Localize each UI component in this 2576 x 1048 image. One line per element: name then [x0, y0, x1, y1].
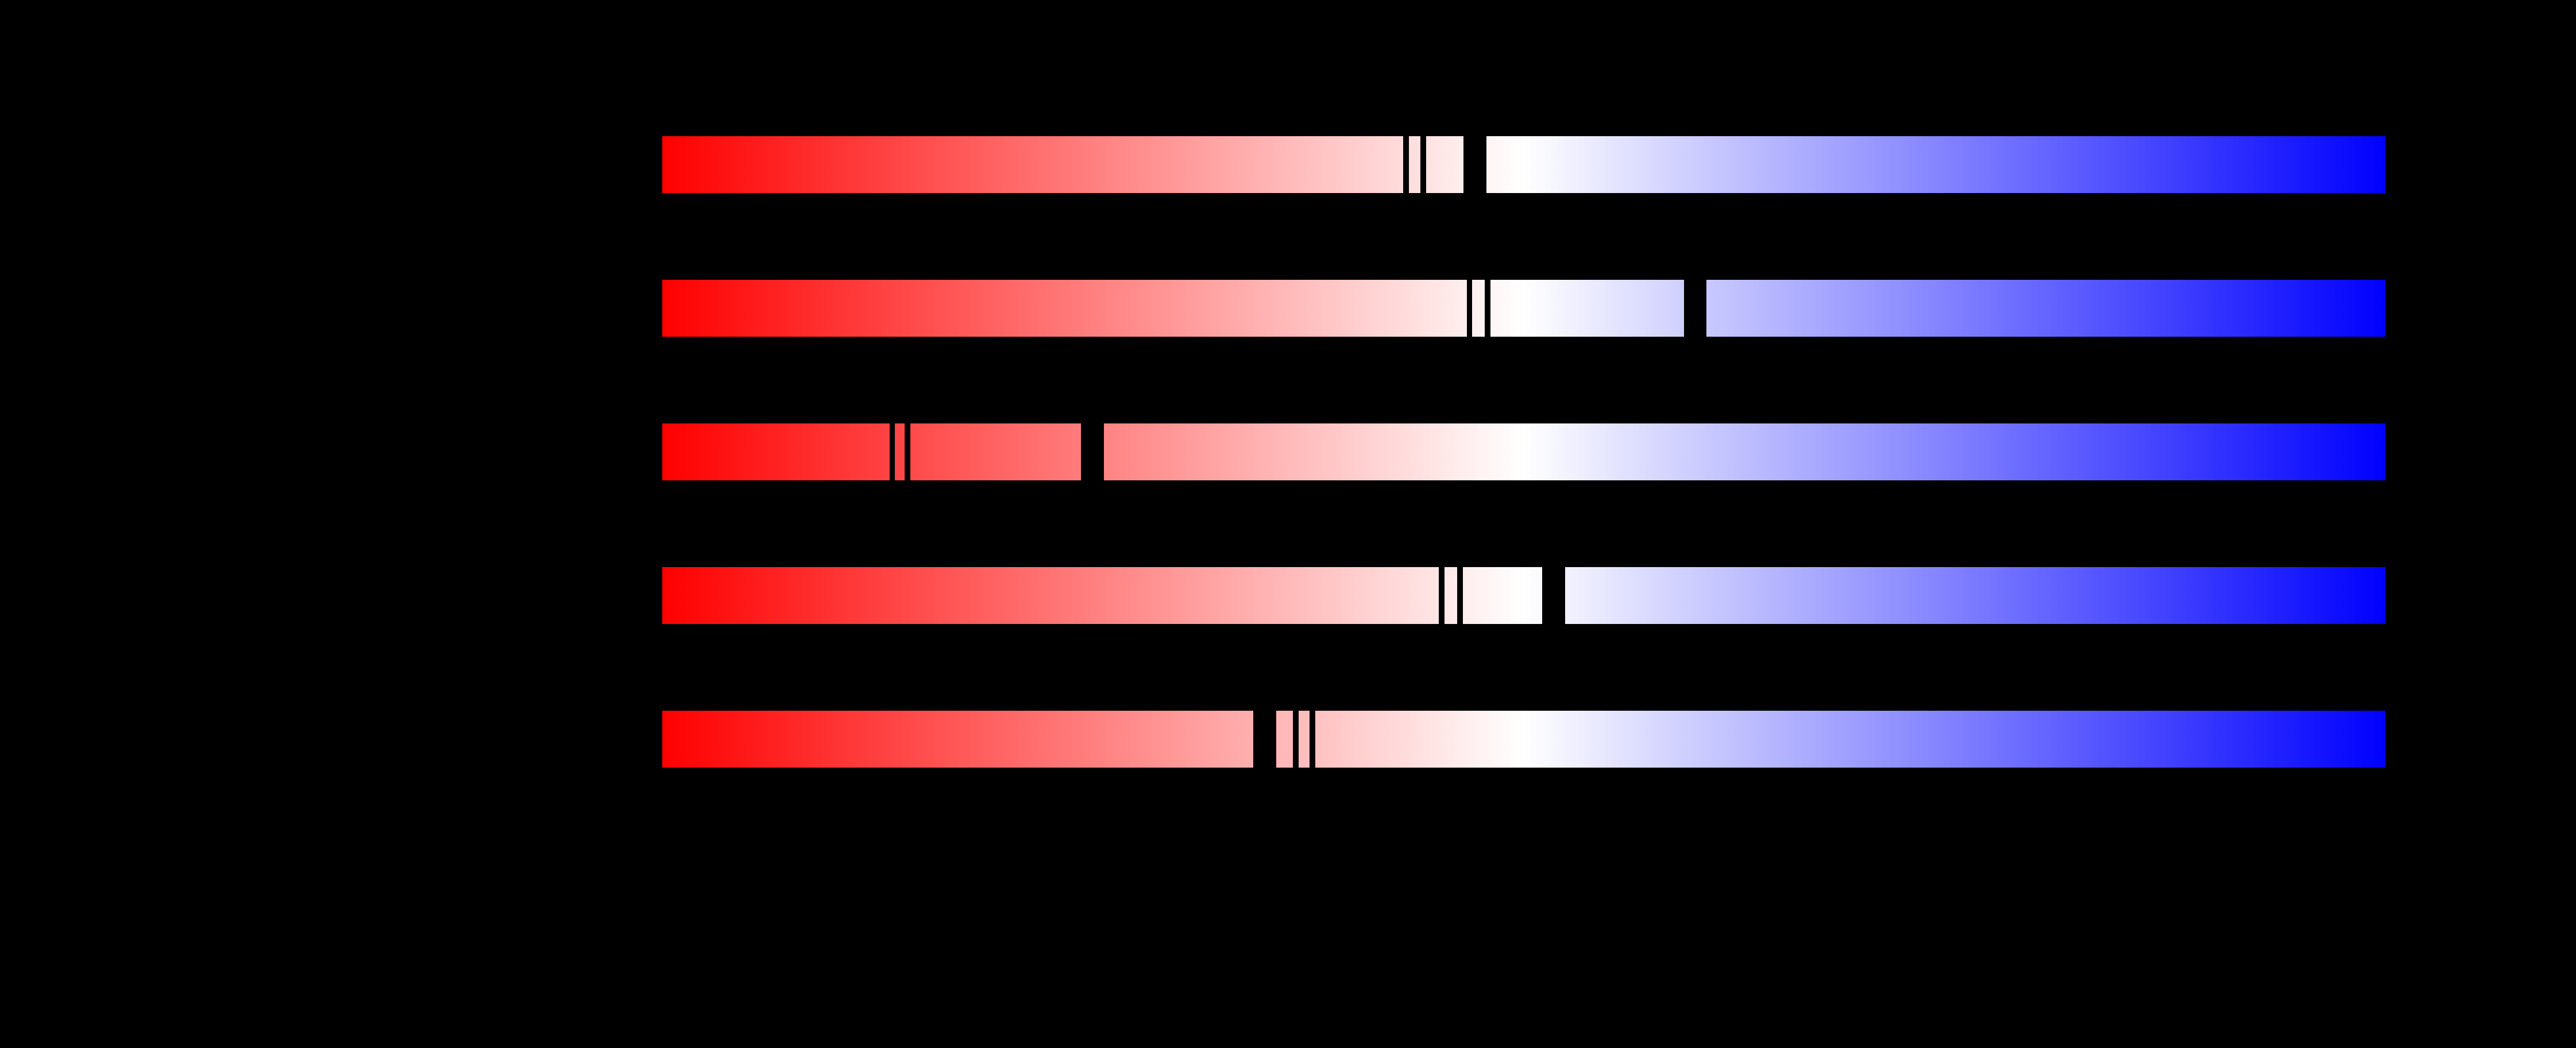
- tick-marker: [889, 423, 895, 480]
- tick-marker: [1420, 136, 1427, 193]
- tick-marker: [1438, 567, 1445, 624]
- band-marker: [1463, 136, 1487, 193]
- tick-marker: [1403, 136, 1409, 193]
- tick-marker: [904, 423, 910, 480]
- gradient-bar-4: [662, 567, 2385, 624]
- tick-marker: [1457, 567, 1463, 624]
- tick-marker: [1309, 711, 1315, 768]
- gradient-bar-5: [662, 711, 2385, 768]
- gradient-bar-1: [662, 136, 2385, 193]
- gradient-bar-3: [662, 423, 2385, 480]
- band-marker: [1542, 567, 1565, 624]
- gradient-bar-2: [662, 280, 2385, 337]
- tick-marker: [1466, 280, 1473, 337]
- band-marker: [1081, 423, 1104, 480]
- tick-marker: [1485, 280, 1490, 337]
- band-marker: [1253, 711, 1277, 768]
- band-marker: [1683, 280, 1707, 337]
- tick-marker: [1293, 711, 1299, 768]
